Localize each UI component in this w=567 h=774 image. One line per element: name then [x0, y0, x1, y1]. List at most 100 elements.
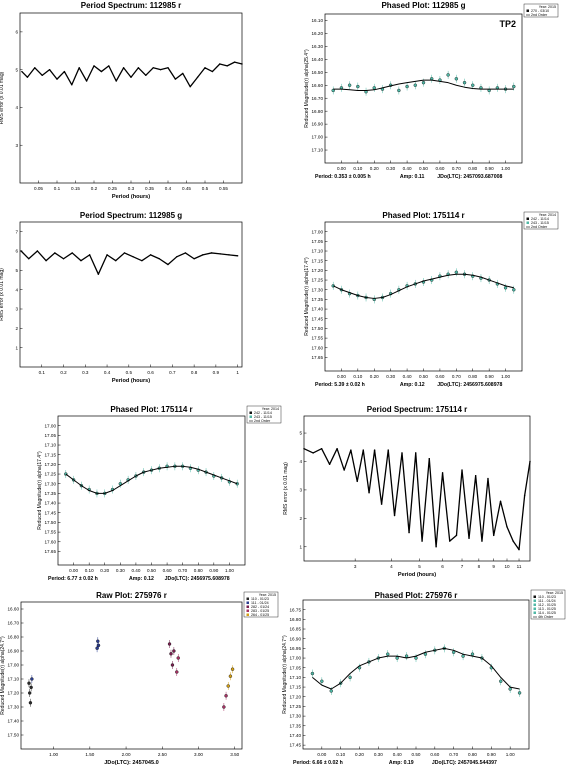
- x-tick-label: 0.30: [386, 374, 395, 379]
- spectrum-point: [158, 258, 160, 260]
- data-point: [372, 86, 376, 90]
- x-tick-label: 0.10: [336, 752, 345, 757]
- data-point: [470, 652, 475, 656]
- y-tick-label: 17.35: [45, 491, 57, 496]
- spectrum-point: [93, 65, 95, 67]
- fit-curve: [332, 273, 514, 299]
- y-tick-label: 1: [15, 345, 18, 350]
- legend-entry: 243 - 11/15: [254, 415, 272, 419]
- y-tick-label: 17.05: [290, 665, 302, 670]
- y-tick-label: 16.80: [312, 109, 324, 114]
- y-tick-label: 17.30: [45, 481, 57, 486]
- spectrum-point: [193, 258, 195, 260]
- legend-title: Year: 2014: [539, 213, 556, 217]
- y-tick-label: 16.70: [8, 621, 20, 626]
- x-tick-label: 0.7: [169, 370, 176, 375]
- legend-entry: 264 - 01/25: [251, 613, 269, 617]
- x-tick-label: 0.3: [128, 186, 135, 191]
- spectrum-point: [328, 463, 331, 466]
- y-tick-label: 17.60: [45, 539, 57, 544]
- spectrum-point: [499, 500, 502, 502]
- x-tick-label: 0.00: [317, 752, 326, 757]
- legend-entry: 242 - 11/14: [254, 411, 272, 415]
- data-point: [348, 675, 352, 680]
- fit-curve: [65, 465, 238, 494]
- spectrum-point: [236, 255, 239, 257]
- x-tick-label: 0.70: [452, 166, 461, 171]
- y-tick-label: 17.20: [290, 694, 302, 699]
- x-tick-label: 0.40: [393, 752, 402, 757]
- y-tick-label: 17.10: [312, 249, 324, 254]
- spectrum-point: [88, 254, 91, 256]
- legend-entry: 112 - 01/25: [538, 603, 556, 607]
- x-tick-label: 0.20: [100, 568, 109, 573]
- spectrum-point: [167, 263, 169, 266]
- x-tick-label: 0.20: [370, 374, 379, 379]
- y-tick-label: 17.40: [45, 501, 57, 506]
- spectrum-point: [380, 503, 383, 505]
- x-tick-label: 0.50: [419, 166, 428, 171]
- chart-title: Period Spectrum: 175114 r: [367, 405, 468, 414]
- x-tick-label: 0.55: [219, 186, 228, 191]
- x-tick-label: 3.50: [230, 752, 239, 757]
- legend-entry: 2nd Order: [531, 225, 548, 229]
- footer-text: Amp: 0.12: [400, 382, 425, 388]
- x-tick-label: 0.80: [468, 374, 477, 379]
- legend-swatch: [533, 595, 536, 598]
- spectrum-point: [226, 65, 228, 67]
- x-tick-label: 0.10: [85, 568, 94, 573]
- spectrum-point: [474, 475, 477, 477]
- y-tick-label: 17.45: [312, 316, 324, 321]
- plot-frame: [19, 12, 243, 184]
- x-tick-label: 0.40: [403, 374, 412, 379]
- spectrum-point: [115, 80, 117, 82]
- x-tick-label: 3.00: [194, 752, 203, 757]
- spectrum-point: [368, 492, 370, 494]
- spectrum-point: [356, 480, 358, 483]
- y-tick-label: 17.30: [290, 714, 302, 719]
- x-tick-label: 0.1: [39, 370, 46, 375]
- y-tick-label: 17.30: [312, 287, 324, 292]
- legend-entry: 2nd Order: [531, 13, 548, 17]
- legend-swatch: [526, 217, 529, 220]
- y-tick-label: 17.15: [45, 452, 57, 457]
- y-tick-label: 17.10: [312, 148, 324, 153]
- x-tick-label: 0.60: [435, 374, 444, 379]
- spectrum-point: [320, 447, 323, 450]
- spectrum-point: [211, 70, 214, 73]
- spectrum-point: [41, 74, 43, 77]
- spectrum-point: [481, 540, 483, 542]
- spectrum-point: [167, 67, 169, 69]
- spectrum-point: [350, 449, 352, 451]
- data-point: [175, 670, 179, 674]
- chart-title: Period Spectrum: 112985 g: [80, 211, 182, 220]
- spectrum-point: [48, 68, 51, 71]
- spectrum-point: [36, 250, 39, 252]
- legend-entry: 110 - 01/23: [251, 597, 269, 601]
- x-axis-label: Period (hours): [112, 194, 150, 200]
- x-tick-label: 0.5: [202, 186, 209, 191]
- y-tick-label: 17.10: [45, 443, 57, 448]
- y-tick-label: 17.35: [290, 723, 302, 728]
- x-tick-label: 0.60: [163, 568, 172, 573]
- panel-tag: TP2: [499, 19, 516, 29]
- fit-curve: [333, 79, 514, 91]
- legend-swatch: [246, 601, 249, 604]
- y-tick-label: 17.45: [290, 743, 302, 748]
- x-tick-label: 0.70: [449, 752, 458, 757]
- spectrum-point: [137, 67, 140, 69]
- legend-title: Year: 2014: [262, 407, 279, 411]
- footer-text: Period: 5.39 ± 0.02 h: [315, 382, 365, 388]
- spectrum-point: [468, 537, 470, 539]
- spectrum-point: [441, 472, 444, 474]
- spectrum-point: [428, 457, 430, 460]
- spectrum-point: [219, 253, 221, 255]
- footer-text: Amp: 0.12: [129, 576, 154, 582]
- spectrum-line: [21, 61, 243, 88]
- chart-title: Phased Plot: 175114 r: [382, 211, 464, 220]
- legend-swatch: [533, 599, 536, 602]
- x-tick-label: 1.00: [225, 568, 234, 573]
- data-point: [421, 80, 426, 85]
- y-tick-label: 5: [15, 67, 18, 72]
